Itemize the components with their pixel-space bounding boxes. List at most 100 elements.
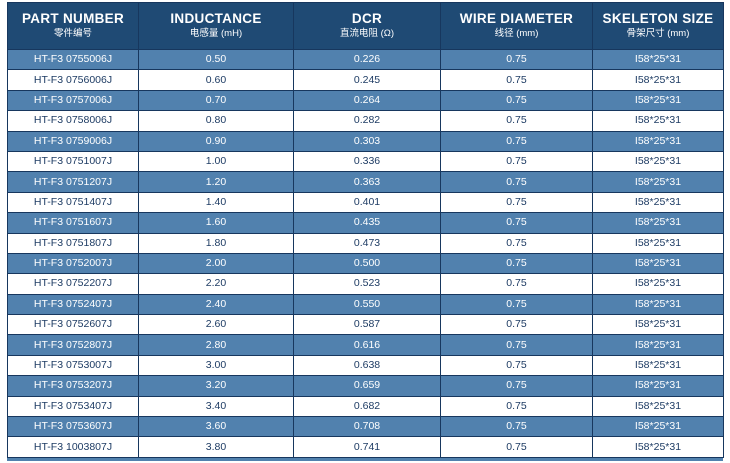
- cell-skeleton-size: I58*25*31: [592, 375, 724, 397]
- table-row: HT-F3 0751807J 1.80 0.473 0.75 I58*25*31: [7, 232, 724, 254]
- col-header-dcr-zh: 直流电阻 (Ω): [339, 28, 395, 39]
- cell-inductance: 2.20: [138, 273, 294, 295]
- cell-part-number: HT-F3 0759006J: [7, 130, 139, 152]
- cell-inductance: 1.00: [138, 150, 294, 173]
- cell-dcr: 0.587: [293, 314, 441, 336]
- table-row: HT-F3 0752807J 2.80 0.616 0.75 I58*25*31: [7, 334, 724, 356]
- cell-inductance: 2.40: [138, 293, 294, 316]
- cell-inductance: 0.70: [138, 89, 294, 112]
- cell-dcr: 0.336: [293, 150, 441, 173]
- table-row: HT-F3 0751007J 1.00 0.336 0.75 I58*25*31: [7, 150, 724, 173]
- cell-wire-diameter: 0.75: [440, 150, 593, 173]
- cell-inductance: 1.80: [138, 232, 294, 254]
- table-row: HT-F3 0753207J 3.20 0.659 0.75 I58*25*31: [7, 375, 724, 397]
- cell-inductance: 3.20: [138, 375, 294, 397]
- table-row: HT-F3 0751407J 1.40 0.401 0.75 I58*25*31: [7, 191, 724, 214]
- cell-wire-diameter: 0.75: [440, 191, 593, 214]
- cell-part-number: HT-F3 0757006J: [7, 89, 139, 112]
- cell-inductance: 0.50: [138, 48, 294, 71]
- col-header-part-number-zh: 零件编号: [53, 28, 92, 39]
- cell-skeleton-size: I58*25*31: [592, 212, 724, 234]
- cell-skeleton-size: I58*25*31: [592, 110, 724, 132]
- cell-wire-diameter: 0.75: [440, 354, 593, 377]
- cell-wire-diameter: 0.75: [440, 273, 593, 295]
- cell-wire-diameter: 0.75: [440, 334, 593, 356]
- header-row: PART NUMBER 零件编号 INDUCTANCE 电感量 (mH) DCR…: [7, 2, 724, 50]
- cell-part-number: HT-F3 1003807J: [7, 436, 139, 458]
- cell-skeleton-size: I58*25*31: [592, 48, 724, 71]
- cell-part-number: HT-F3 0753207J: [7, 375, 139, 397]
- cell-part-number: HT-F3 0751407J: [7, 191, 139, 214]
- cell-skeleton-size: I58*25*31: [592, 395, 724, 418]
- cell-skeleton-size: I58*25*31: [592, 232, 724, 254]
- cell-part-number: HT-F3 0752407J: [7, 293, 139, 316]
- col-header-wire-diameter-en: WIRE DIAMETER: [459, 11, 574, 26]
- table-row: HT-F3 0752007J 2.00 0.500 0.75 I58*25*31: [7, 252, 724, 275]
- table-bottom-border: [7, 458, 723, 461]
- table-row: HT-F3 0753407J 3.40 0.682 0.75 I58*25*31: [7, 395, 724, 418]
- cell-wire-diameter: 0.75: [440, 314, 593, 336]
- cell-skeleton-size: I58*25*31: [592, 293, 724, 316]
- cell-skeleton-size: I58*25*31: [592, 273, 724, 295]
- table-row: HT-F3 0759006J 0.90 0.303 0.75 I58*25*31: [7, 130, 724, 152]
- cell-inductance: 3.40: [138, 395, 294, 418]
- cell-inductance: 1.20: [138, 171, 294, 193]
- cell-wire-diameter: 0.75: [440, 436, 593, 458]
- cell-dcr: 0.682: [293, 395, 441, 418]
- cell-part-number: HT-F3 0758006J: [7, 110, 139, 132]
- cell-dcr: 0.616: [293, 334, 441, 356]
- cell-part-number: HT-F3 0752607J: [7, 314, 139, 336]
- col-header-wire-diameter-zh: 线径 (mm): [494, 28, 539, 39]
- cell-part-number: HT-F3 0753407J: [7, 395, 139, 418]
- cell-dcr: 0.401: [293, 191, 441, 214]
- spec-table: PART NUMBER 零件编号 INDUCTANCE 电感量 (mH) DCR…: [7, 2, 724, 458]
- cell-dcr: 0.500: [293, 252, 441, 275]
- col-header-skeleton-size-zh: 骨架尺寸 (mm): [626, 28, 690, 39]
- cell-part-number: HT-F3 0752807J: [7, 334, 139, 356]
- cell-skeleton-size: I58*25*31: [592, 150, 724, 173]
- cell-skeleton-size: I58*25*31: [592, 69, 724, 91]
- table-row: HT-F3 0751207J 1.20 0.363 0.75 I58*25*31: [7, 171, 724, 193]
- col-header-inductance-zh: 电感量 (mH): [189, 28, 243, 39]
- cell-skeleton-size: I58*25*31: [592, 191, 724, 214]
- cell-inductance: 3.00: [138, 354, 294, 377]
- cell-dcr: 0.226: [293, 48, 441, 71]
- cell-part-number: HT-F3 0751007J: [7, 150, 139, 173]
- cell-dcr: 0.638: [293, 354, 441, 377]
- cell-dcr: 0.523: [293, 273, 441, 295]
- cell-inductance: 0.60: [138, 69, 294, 91]
- cell-part-number: HT-F3 0752207J: [7, 273, 139, 295]
- cell-skeleton-size: I58*25*31: [592, 252, 724, 275]
- cell-wire-diameter: 0.75: [440, 48, 593, 71]
- cell-wire-diameter: 0.75: [440, 293, 593, 316]
- cell-inductance: 1.60: [138, 212, 294, 234]
- cell-wire-diameter: 0.75: [440, 416, 593, 438]
- cell-inductance: 3.60: [138, 416, 294, 438]
- cell-wire-diameter: 0.75: [440, 252, 593, 275]
- cell-dcr: 0.245: [293, 69, 441, 91]
- table-row: HT-F3 0753007J 3.00 0.638 0.75 I58*25*31: [7, 354, 724, 377]
- cell-wire-diameter: 0.75: [440, 232, 593, 254]
- cell-dcr: 0.708: [293, 416, 441, 438]
- cell-inductance: 0.90: [138, 130, 294, 152]
- cell-dcr: 0.264: [293, 89, 441, 112]
- table-header: PART NUMBER 零件编号 INDUCTANCE 电感量 (mH) DCR…: [7, 2, 724, 50]
- cell-dcr: 0.282: [293, 110, 441, 132]
- table-row: HT-F3 0752407J 2.40 0.550 0.75 I58*25*31: [7, 293, 724, 316]
- col-header-inductance-en: INDUCTANCE: [170, 11, 262, 26]
- table-row: HT-F3 0752207J 2.20 0.523 0.75 I58*25*31: [7, 273, 724, 295]
- cell-dcr: 0.550: [293, 293, 441, 316]
- table-row: HT-F3 0758006J 0.80 0.282 0.75 I58*25*31: [7, 110, 724, 132]
- cell-part-number: HT-F3 0756006J: [7, 69, 139, 91]
- cell-wire-diameter: 0.75: [440, 69, 593, 91]
- cell-skeleton-size: I58*25*31: [592, 416, 724, 438]
- cell-inductance: 2.00: [138, 252, 294, 275]
- table-row: HT-F3 0753607J 3.60 0.708 0.75 I58*25*31: [7, 416, 724, 438]
- col-header-wire-diameter: WIRE DIAMETER 线径 (mm): [440, 2, 593, 50]
- cell-dcr: 0.741: [293, 436, 441, 458]
- cell-skeleton-size: I58*25*31: [592, 171, 724, 193]
- table-row: HT-F3 0751607J 1.60 0.435 0.75 I58*25*31: [7, 212, 724, 234]
- cell-part-number: HT-F3 0753607J: [7, 416, 139, 438]
- col-header-inductance: INDUCTANCE 电感量 (mH): [138, 2, 294, 50]
